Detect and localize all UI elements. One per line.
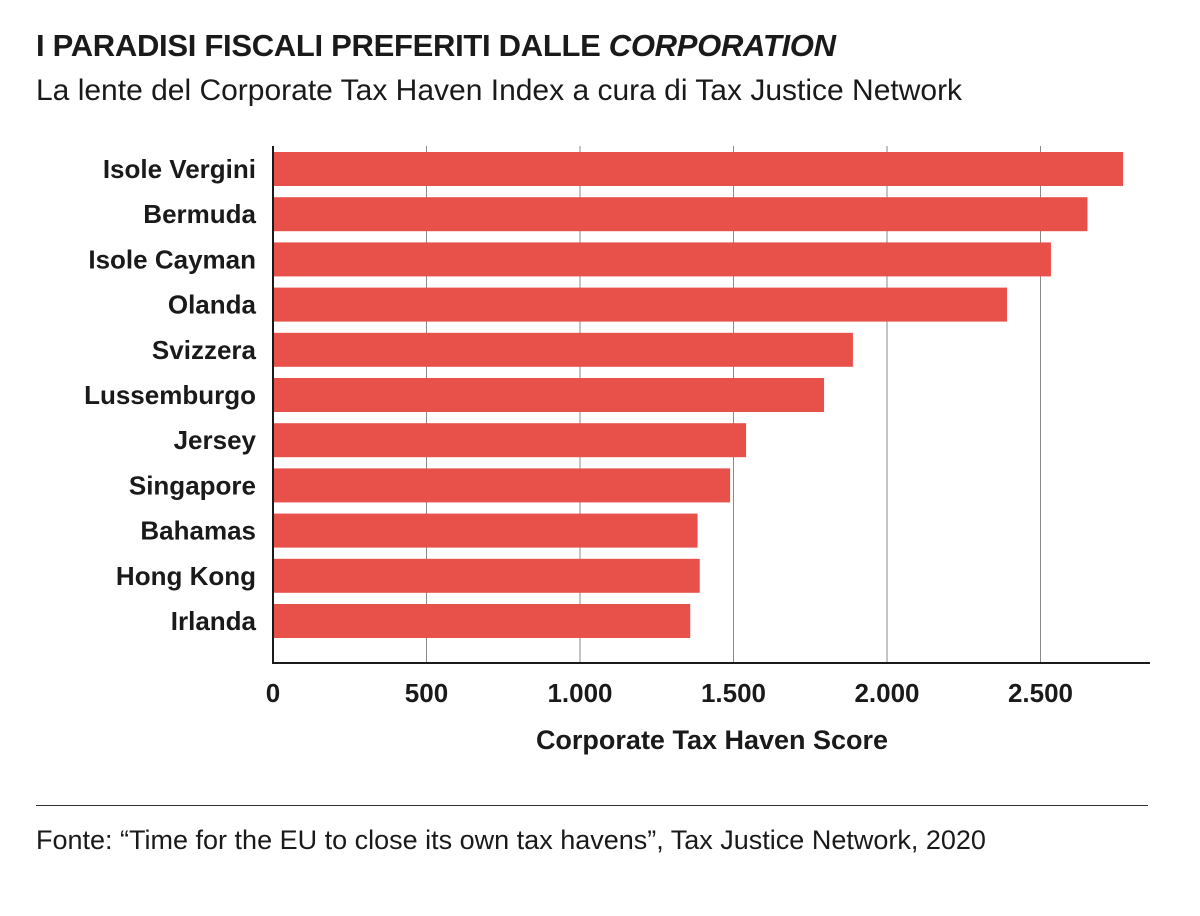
category-label: Olanda: [168, 290, 257, 320]
x-tick-label: 500: [405, 678, 448, 708]
category-label: Bermuda: [143, 199, 256, 229]
category-label: Isole Cayman: [88, 244, 256, 274]
x-tick-labels: 0 500 1.000 1.500 2.000 2.500: [266, 678, 1073, 708]
title-italic: CORPORATION: [608, 28, 836, 63]
bar: [273, 287, 1008, 322]
x-tick-label: 2.000: [854, 678, 919, 708]
category-label: Jersey: [174, 425, 257, 455]
bar: [273, 242, 1051, 277]
category-label: Isole Vergini: [103, 154, 256, 184]
category-label: Lussemburgo: [84, 380, 256, 410]
bar: [273, 197, 1088, 232]
bar: [273, 332, 853, 367]
footer-divider: [36, 805, 1148, 806]
bar: [273, 468, 731, 503]
bar: [273, 152, 1124, 186]
bar: [273, 558, 700, 593]
category-label: Hong Kong: [116, 561, 256, 591]
bar: [273, 423, 747, 458]
x-tick-label: 0: [266, 678, 280, 708]
category-labels: Isole Vergini Bermuda Isole Cayman Olanda Sv…: [84, 154, 256, 636]
x-axis-label: Corporate Tax Haven Score: [536, 725, 888, 755]
bar: [273, 513, 698, 548]
category-label: Irlanda: [171, 606, 257, 636]
bar: [273, 604, 691, 638]
bars: [273, 152, 1124, 638]
x-tick-label: 1.000: [547, 678, 612, 708]
bar: [273, 378, 825, 412]
title-main: I PARADISI FISCALI PREFERITI DALLE: [36, 28, 609, 63]
x-tick-label: 1.500: [701, 678, 766, 708]
category-label: Singapore: [129, 470, 256, 500]
category-label: Svizzera: [152, 335, 257, 365]
source-note: Fonte: “Time for the EU to close its own…: [36, 825, 986, 855]
x-tick-label: 2.500: [1008, 678, 1073, 708]
bar-chart: Isole Vergini Bermuda Isole Cayman Olanda Sv…: [84, 146, 1150, 755]
chart-subtitle: La lente del Corporate Tax Haven Index a…: [36, 74, 963, 107]
axes: [272, 146, 1150, 664]
category-label: Bahamas: [140, 516, 256, 546]
chart-title: I PARADISI FISCALI PREFERITI DALLE CORPO…: [36, 28, 836, 64]
